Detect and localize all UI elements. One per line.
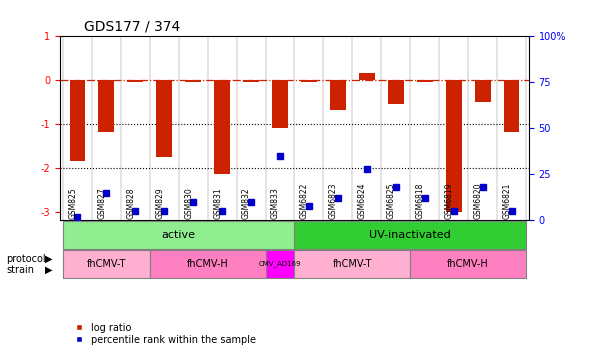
Text: GSM6823: GSM6823 xyxy=(329,182,338,219)
Bar xyxy=(446,80,462,212)
FancyBboxPatch shape xyxy=(150,250,266,278)
Bar xyxy=(388,80,404,104)
Text: fhCMV-T: fhCMV-T xyxy=(87,259,126,269)
Bar xyxy=(156,80,172,157)
Bar xyxy=(416,80,433,82)
Text: GSM828: GSM828 xyxy=(126,187,135,219)
Text: GSM827: GSM827 xyxy=(97,187,106,219)
FancyBboxPatch shape xyxy=(294,221,526,249)
Text: GSM829: GSM829 xyxy=(155,187,164,219)
Bar xyxy=(127,80,143,82)
Bar xyxy=(359,73,375,80)
FancyBboxPatch shape xyxy=(63,250,150,278)
Text: GSM6819: GSM6819 xyxy=(445,182,454,219)
Text: GSM830: GSM830 xyxy=(185,187,193,219)
Text: GSM6818: GSM6818 xyxy=(416,182,425,219)
Text: active: active xyxy=(162,230,196,240)
Text: GSM6820: GSM6820 xyxy=(474,182,483,219)
Text: GSM6825: GSM6825 xyxy=(387,182,396,219)
Bar xyxy=(301,80,317,82)
Text: fhCMV-T: fhCMV-T xyxy=(333,259,372,269)
Bar xyxy=(99,80,114,132)
Bar xyxy=(272,80,288,128)
Text: GSM832: GSM832 xyxy=(242,187,251,219)
Bar xyxy=(214,80,230,174)
Bar xyxy=(504,80,519,132)
FancyBboxPatch shape xyxy=(410,250,526,278)
Bar xyxy=(243,80,259,82)
Text: ▶: ▶ xyxy=(46,254,53,264)
Text: ▶: ▶ xyxy=(46,265,53,275)
FancyBboxPatch shape xyxy=(266,250,294,278)
Text: fhCMV-H: fhCMV-H xyxy=(187,259,228,269)
Text: strain: strain xyxy=(6,265,34,275)
Legend: log ratio, percentile rank within the sample: log ratio, percentile rank within the sa… xyxy=(65,319,260,348)
Bar xyxy=(475,80,490,102)
Bar xyxy=(70,80,85,161)
Text: GSM833: GSM833 xyxy=(271,187,280,219)
Text: UV-inactivated: UV-inactivated xyxy=(370,230,451,240)
Bar xyxy=(330,80,346,110)
Text: GSM6822: GSM6822 xyxy=(300,182,309,219)
Text: CMV_AD169: CMV_AD169 xyxy=(259,261,301,267)
Text: GSM6821: GSM6821 xyxy=(502,182,511,219)
Bar xyxy=(185,80,201,82)
Text: fhCMV-H: fhCMV-H xyxy=(447,259,489,269)
Text: GDS177 / 374: GDS177 / 374 xyxy=(84,19,180,33)
Text: protocol: protocol xyxy=(6,254,46,264)
Text: GSM831: GSM831 xyxy=(213,187,222,219)
FancyBboxPatch shape xyxy=(63,221,294,249)
Text: GSM825: GSM825 xyxy=(69,187,78,219)
Text: GSM6824: GSM6824 xyxy=(358,182,367,219)
FancyBboxPatch shape xyxy=(294,250,410,278)
